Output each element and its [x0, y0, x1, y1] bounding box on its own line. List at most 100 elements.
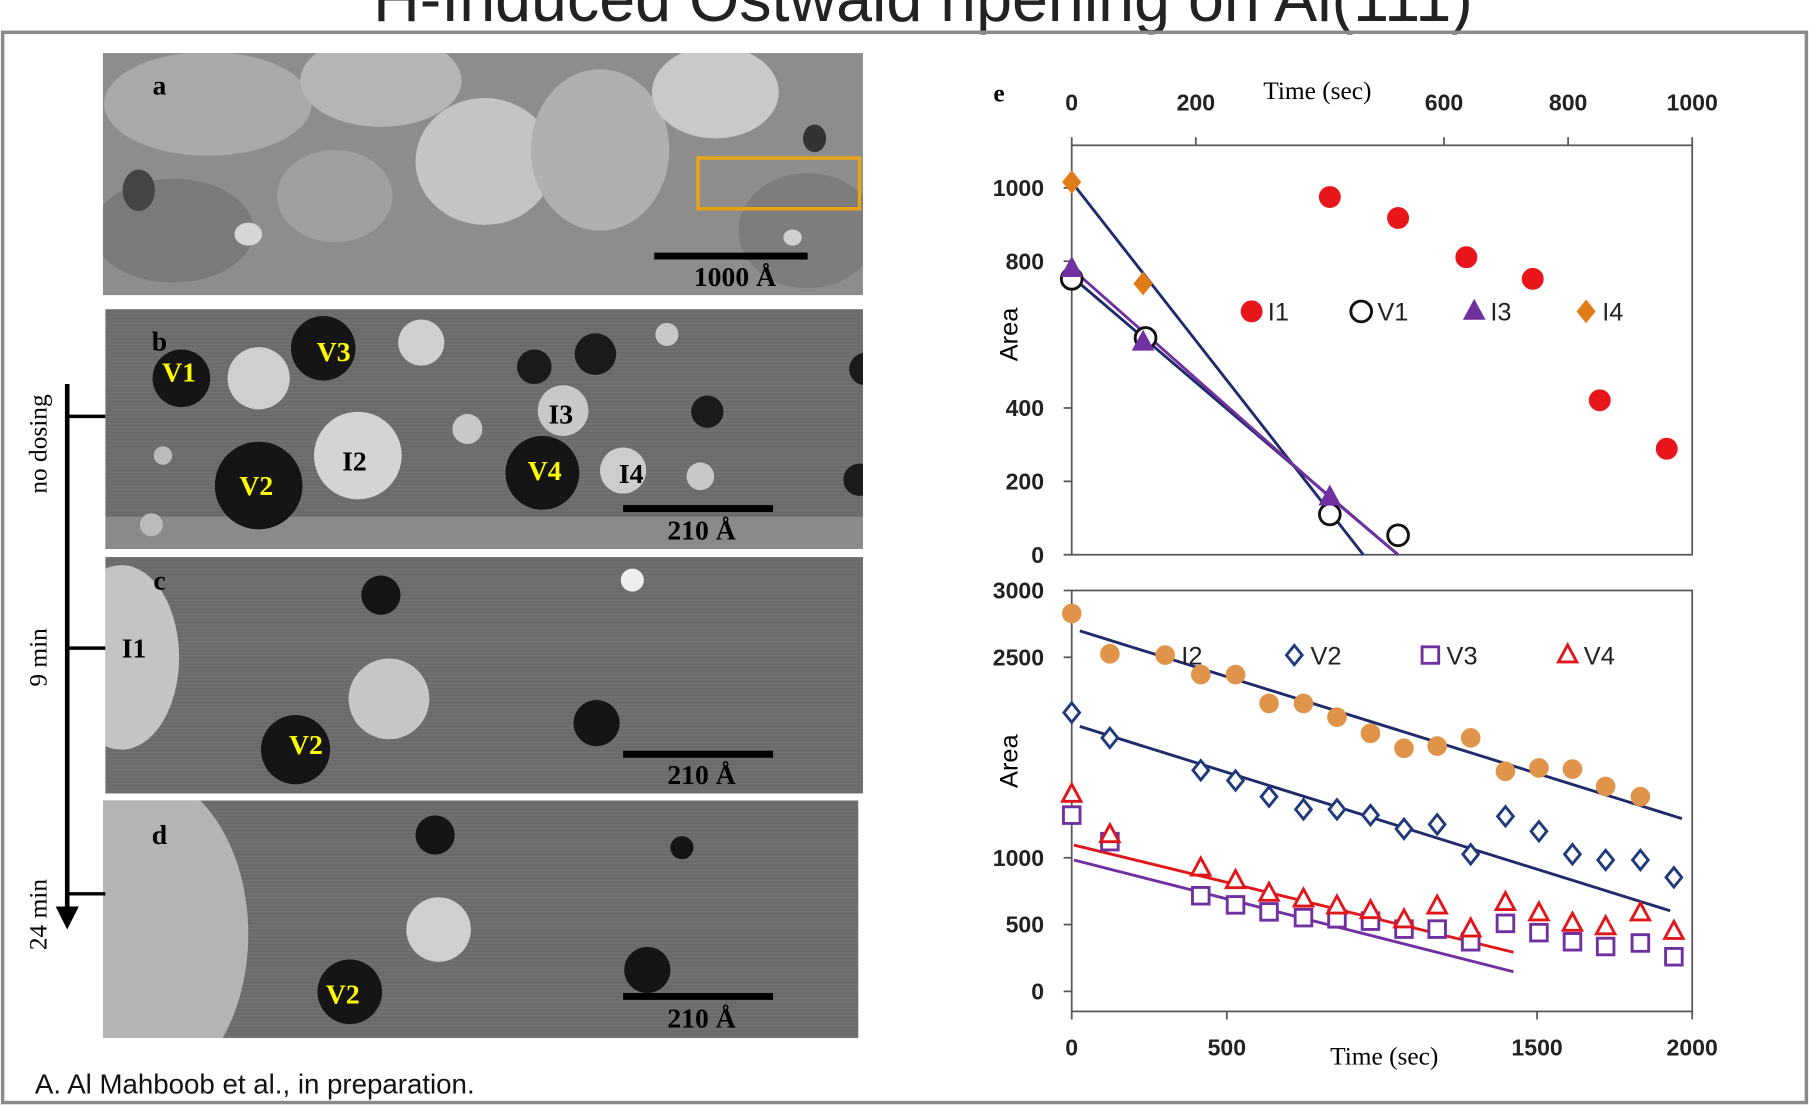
- legend-marker: [1351, 301, 1372, 322]
- x-tick-label: 0: [1065, 90, 1078, 116]
- marker: [1319, 504, 1340, 525]
- marker: [1598, 850, 1614, 869]
- x-tick-label: 2000: [1667, 1034, 1718, 1060]
- legend-label: I2: [1181, 642, 1202, 670]
- feature-label: V1: [162, 357, 196, 388]
- marker: [1227, 897, 1244, 914]
- scale-bar-label: 210 Å: [667, 759, 735, 790]
- marker: [1396, 819, 1412, 838]
- y-tick-label: 200: [1006, 468, 1044, 494]
- marker: [1101, 645, 1119, 663]
- y-tick-label: 1000: [993, 845, 1044, 871]
- marker: [1461, 919, 1479, 936]
- stm-image-c: [64, 557, 863, 793]
- marker: [1461, 729, 1479, 747]
- legend-marker: [1464, 300, 1485, 319]
- fit-line: [1074, 845, 1514, 952]
- legend-label: V3: [1447, 642, 1478, 670]
- marker: [1666, 948, 1683, 965]
- x-tick-label: 1000: [1667, 90, 1718, 116]
- marker: [1530, 903, 1548, 920]
- marker: [1563, 760, 1581, 778]
- citation: A. Al Mahboob et al., in preparation.: [35, 1068, 475, 1099]
- feature-label: V2: [289, 729, 323, 760]
- legend-marker: [1241, 301, 1262, 322]
- feature-label: I1: [122, 632, 147, 663]
- marker: [1531, 822, 1547, 841]
- marker: [1395, 910, 1413, 927]
- feature-label: V3: [317, 336, 351, 367]
- marker: [1596, 917, 1614, 934]
- scale-bar-label: 1000 Å: [694, 261, 776, 292]
- marker: [1061, 257, 1082, 276]
- feature-label: I2: [342, 446, 367, 477]
- marker: [1260, 694, 1278, 712]
- marker: [1456, 247, 1477, 268]
- marker: [1328, 708, 1346, 726]
- legend-marker: [1286, 645, 1302, 664]
- marker: [1428, 896, 1446, 913]
- marker: [1496, 893, 1514, 910]
- marker: [1596, 777, 1614, 795]
- marker: [1134, 273, 1152, 295]
- marker: [1192, 858, 1210, 875]
- y-tick-label: 2500: [993, 644, 1044, 670]
- marker: [1063, 604, 1081, 622]
- marker: [1226, 665, 1244, 683]
- feature-label: I3: [549, 398, 574, 429]
- legend-marker: [1422, 647, 1439, 664]
- y-tick-label: 800: [1006, 248, 1044, 274]
- marker: [1496, 762, 1514, 780]
- y-tick-label: 500: [1006, 912, 1044, 938]
- marker: [1589, 390, 1610, 411]
- marker: [1363, 805, 1379, 824]
- x-tick-label: 800: [1549, 90, 1587, 116]
- legend-label: V1: [1377, 299, 1408, 327]
- y-axis-label: Area: [996, 733, 1024, 787]
- marker: [1361, 724, 1379, 742]
- legend-label: V4: [1584, 642, 1615, 670]
- y-tick-label: 3000: [993, 578, 1044, 604]
- marker: [1102, 728, 1118, 747]
- y-tick-label: 0: [1031, 978, 1044, 1004]
- marker: [1498, 807, 1514, 826]
- marker: [1063, 784, 1081, 801]
- marker: [1388, 208, 1409, 229]
- marker: [1361, 901, 1379, 918]
- marker: [1597, 938, 1614, 955]
- panel-letter: e: [993, 79, 1004, 107]
- x-tick-label: 200: [1177, 90, 1215, 116]
- scale-bar-label: 210 Å: [667, 515, 735, 546]
- x-axis-label: Time (sec): [1263, 77, 1371, 105]
- marker: [1429, 815, 1445, 834]
- marker: [1633, 850, 1649, 869]
- y-tick-label: 0: [1031, 542, 1044, 568]
- marker: [1319, 187, 1340, 208]
- marker: [1296, 800, 1312, 819]
- x-tick-label: 1500: [1511, 1034, 1562, 1060]
- marker: [1564, 934, 1581, 951]
- marker: [1294, 889, 1312, 906]
- marker: [1063, 807, 1080, 824]
- timeline-label: 9 min: [24, 628, 52, 687]
- legend-label: I3: [1490, 299, 1511, 327]
- timeline-label: 24 min: [24, 879, 52, 950]
- scale-bar-label: 210 Å: [667, 1003, 735, 1034]
- marker: [1328, 896, 1346, 913]
- legend-marker: [1577, 300, 1595, 322]
- marker: [1261, 904, 1278, 921]
- marker: [1428, 737, 1446, 755]
- x-tick-label: 600: [1425, 90, 1463, 116]
- marker: [1656, 438, 1677, 459]
- x-tick-label: 500: [1208, 1034, 1246, 1060]
- marker: [1497, 915, 1514, 932]
- marker: [1530, 759, 1548, 777]
- marker: [1565, 845, 1581, 864]
- slide-title: H-Induced Ostwald ripening on Al(111): [373, 0, 1473, 35]
- marker: [1226, 871, 1244, 888]
- slide: H-Induced Ostwald ripening on Al(111) 10…: [0, 0, 1809, 1106]
- fit-line: [1072, 269, 1398, 555]
- marker: [1261, 787, 1277, 806]
- marker: [1665, 921, 1683, 938]
- marker: [1632, 935, 1649, 952]
